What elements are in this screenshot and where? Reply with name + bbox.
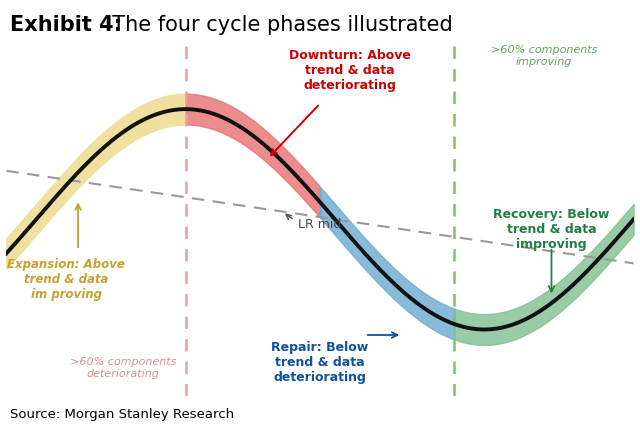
Text: >60% components
improving: >60% components improving [491, 45, 597, 67]
Text: Recovery: Below
trend & data
improving: Recovery: Below trend & data improving [493, 208, 610, 251]
Text: The four cycle phases illustrated: The four cycle phases illustrated [99, 15, 453, 35]
Text: Expansion: Above
trend & data
im proving: Expansion: Above trend & data im proving [7, 258, 125, 301]
Text: >60% components
deteriorating: >60% components deteriorating [70, 357, 176, 379]
Text: Exhibit 4:: Exhibit 4: [10, 15, 122, 35]
Text: LR mid: LR mid [286, 215, 341, 231]
Text: Repair: Below
trend & data
deteriorating: Repair: Below trend & data deteriorating [271, 341, 369, 384]
Text: Downturn: Above
trend & data
deteriorating: Downturn: Above trend & data deteriorati… [289, 49, 411, 92]
Text: Source: Morgan Stanley Research: Source: Morgan Stanley Research [10, 408, 234, 421]
